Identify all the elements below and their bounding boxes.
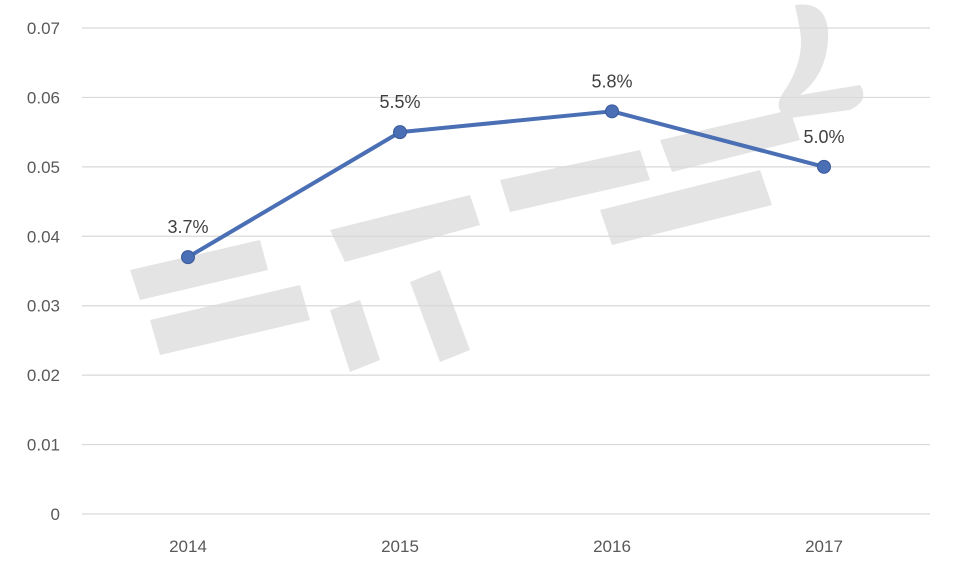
data-label-2: 5.8% — [591, 71, 632, 91]
data-label-3: 5.0% — [803, 127, 844, 147]
y-tick-label-1: 0.01 — [27, 436, 60, 455]
x-tick-label-1: 2015 — [381, 537, 419, 556]
data-point-1 — [393, 125, 407, 140]
series-line-0 — [186, 109, 826, 260]
x-tick-label-2: 2016 — [593, 537, 631, 556]
data-label-1: 5.5% — [379, 92, 420, 112]
y-tick-label-2: 0.02 — [27, 366, 60, 385]
y-axis-ticks: 0 0.01 0.02 0.03 0.04 0.05 0.06 0.07 — [27, 19, 60, 524]
y-tick-label-4: 0.04 — [27, 227, 60, 246]
x-tick-label-3: 2017 — [805, 537, 843, 556]
data-labels: 3.7% 5.5% 5.8% 5.0% — [167, 71, 844, 237]
series-points — [181, 104, 831, 265]
y-tick-label-6: 0.06 — [27, 88, 60, 107]
series-line-group — [186, 109, 826, 260]
data-point-3 — [817, 159, 831, 174]
y-tick-label-5: 0.05 — [27, 158, 60, 177]
data-point-0 — [181, 250, 195, 265]
y-tick-label-0: 0 — [51, 505, 60, 524]
x-tick-label-0: 2014 — [169, 537, 207, 556]
watermark-logo — [130, 4, 864, 372]
data-label-0: 3.7% — [167, 217, 208, 237]
data-point-2 — [605, 104, 619, 119]
x-axis-ticks: 2014 2015 2016 2017 — [169, 537, 843, 556]
y-tick-label-3: 0.03 — [27, 297, 60, 316]
y-tick-label-7: 0.07 — [27, 19, 60, 38]
